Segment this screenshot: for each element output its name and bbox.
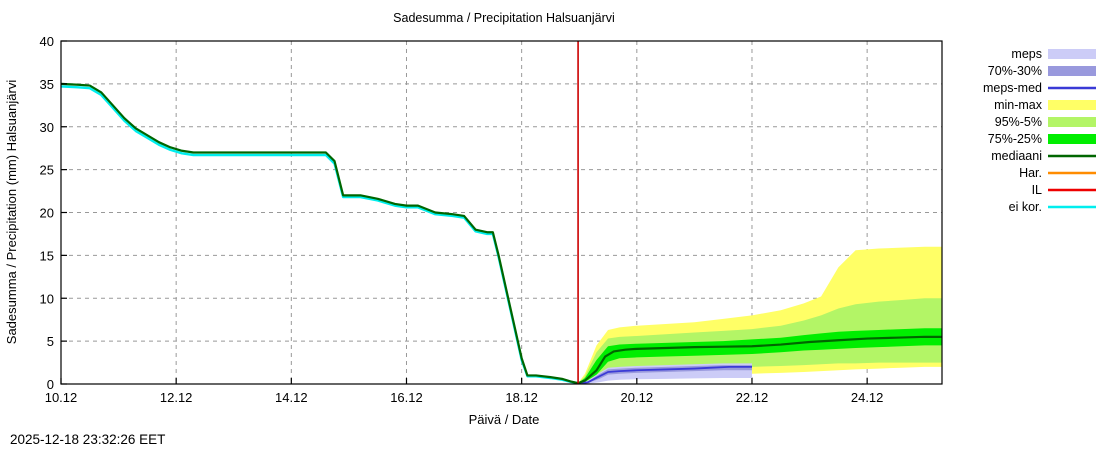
x-tick-label: 18.12 — [505, 390, 538, 405]
legend-label-95-5: 95%-5% — [995, 115, 1042, 129]
y-axis-ticks: 0 5 10 15 20 25 30 35 40 — [40, 34, 67, 392]
y-tick-label: 35 — [40, 77, 54, 92]
series-line-meps-med — [577, 365, 752, 385]
legend-swatch-75-25 — [1048, 134, 1096, 144]
x-tick-label: 22.12 — [736, 390, 769, 405]
chart-title: Sadesumma / Precipitation Halsuanjärvi — [393, 11, 615, 25]
legend-label-meps-med: meps-med — [983, 81, 1042, 95]
y-axis-title: Sadesumma / Precipitation (mm) Halsuanjä… — [4, 80, 19, 345]
y-tick-label: 20 — [40, 206, 54, 221]
y-tick-label: 40 — [40, 34, 54, 49]
series-line-mediaani — [60, 82, 942, 385]
x-tick-label: 16.12 — [390, 390, 423, 405]
legend-label-70-30: 70%-30% — [988, 64, 1042, 78]
legend-swatch-meps — [1048, 49, 1096, 59]
legend-label-meps: meps — [1011, 47, 1042, 61]
band-75-25 — [578, 328, 942, 384]
legend-swatch-95-5 — [1048, 117, 1096, 127]
x-tick-label: 14.12 — [275, 390, 308, 405]
y-tick-label: 10 — [40, 291, 54, 306]
timestamp-label: 2025-12-18 23:32:26 EET — [10, 432, 165, 447]
y-tick-label: 30 — [40, 120, 54, 135]
x-axis-title: Päivä / Date — [469, 412, 540, 427]
legend-label-75-25: 75%-25% — [988, 132, 1042, 146]
x-tick-label: 12.12 — [160, 390, 193, 405]
band-70-30 — [578, 365, 752, 384]
legend-label-il: IL — [1032, 183, 1042, 197]
legend-label-har: Har. — [1019, 166, 1042, 180]
legend-label-min-max: min-max — [994, 98, 1043, 112]
y-tick-label: 15 — [40, 248, 54, 263]
y-tick-label: 0 — [47, 377, 54, 392]
legend-swatch-70-30 — [1048, 66, 1096, 76]
x-tick-label: 10.12 — [45, 390, 78, 405]
chart-legend: meps 70%-30% meps-med min-max 95%-5% 75%-25% m… — [983, 47, 1096, 214]
y-tick-label: 25 — [40, 163, 54, 178]
grid-lines — [61, 41, 942, 384]
legend-label-mediaani: mediaani — [991, 149, 1042, 163]
legend-label-eikor: ei kor. — [1009, 200, 1042, 214]
forecast-bands — [578, 246, 942, 384]
y-tick-label: 5 — [47, 334, 54, 349]
data-series — [60, 82, 942, 385]
legend-swatch-min-max — [1048, 100, 1096, 110]
x-tick-label: 20.12 — [621, 390, 654, 405]
x-axis-ticks: 10.12 12.12 14.12 16.12 18.12 20.12 22.12 24.12 — [45, 378, 884, 405]
x-tick-label: 24.12 — [851, 390, 884, 405]
